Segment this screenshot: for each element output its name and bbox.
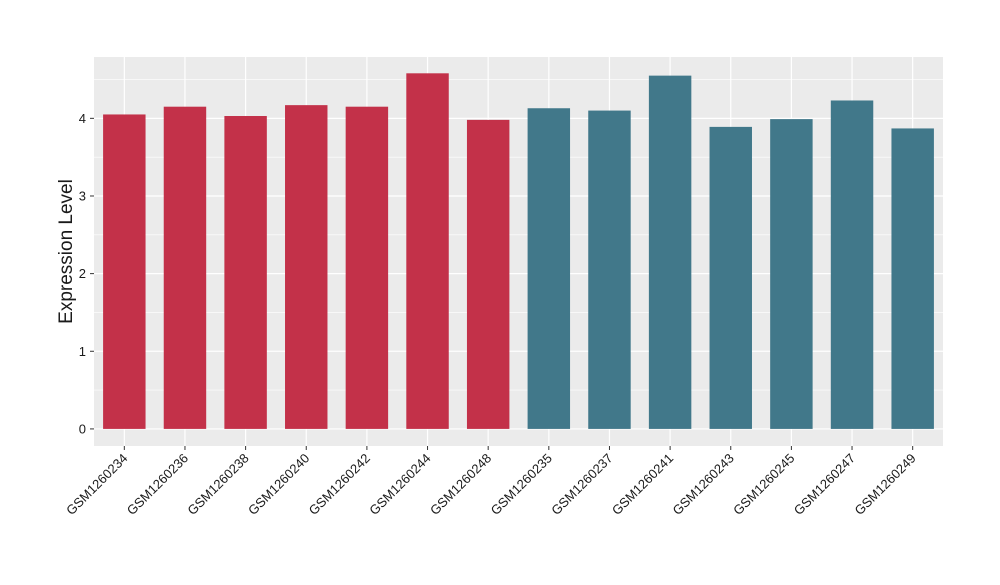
- bar-GSM1260245: [770, 119, 813, 429]
- bars: [103, 73, 934, 429]
- bar-GSM1260237: [588, 110, 631, 429]
- x-tick-label: GSM1260245: [730, 451, 797, 518]
- bar-GSM1260248: [466, 119, 510, 429]
- x-tick-label: GSM1260248: [427, 451, 494, 518]
- bar-GSM1260235: [527, 108, 571, 429]
- bar-GSM1260243: [709, 126, 752, 429]
- bar-GSM1260247: [830, 100, 874, 429]
- bar-GSM1260234: [103, 114, 146, 429]
- x-tick-label: GSM1260234: [63, 451, 130, 518]
- x-tick-label: GSM1260237: [548, 451, 615, 518]
- x-tick-label: GSM1260247: [791, 451, 858, 518]
- bar-GSM1260242: [345, 106, 389, 429]
- x-tick-label: GSM1260241: [609, 451, 676, 518]
- bar-GSM1260244: [406, 73, 449, 429]
- x-tick-label: GSM1260242: [306, 451, 373, 518]
- x-axis: GSM1260234GSM1260236GSM1260238GSM1260240…: [63, 446, 919, 518]
- y-tick-label: 4: [79, 111, 86, 126]
- plot-panel: [94, 57, 943, 446]
- bar-GSM1260238: [224, 116, 267, 429]
- x-tick-label: GSM1260240: [245, 451, 312, 518]
- y-tick-label: 0: [79, 421, 86, 436]
- y-axis-title: Expression Level: [56, 179, 77, 324]
- x-tick-label: GSM1260243: [670, 451, 737, 518]
- x-tick-label: GSM1260244: [366, 451, 433, 518]
- bar-GSM1260240: [285, 105, 328, 429]
- y-tick-label: 1: [79, 344, 86, 359]
- bar-GSM1260249: [891, 128, 934, 429]
- y-tick-label: 3: [79, 188, 86, 203]
- x-tick-label: GSM1260235: [488, 451, 555, 518]
- x-tick-label: GSM1260249: [851, 451, 918, 518]
- y-axis: 0 1 2 3 4: [79, 111, 94, 436]
- x-tick-label: GSM1260238: [184, 451, 251, 518]
- bar-GSM1260241: [648, 75, 692, 429]
- y-tick-label: 2: [79, 266, 86, 281]
- bar-GSM1260236: [163, 106, 207, 429]
- x-tick-label: GSM1260236: [124, 451, 191, 518]
